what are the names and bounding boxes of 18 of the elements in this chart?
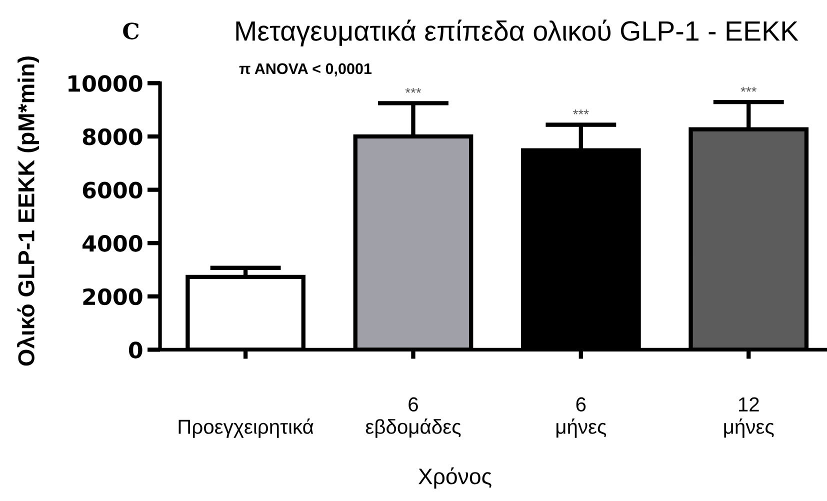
y-tick-label: 6000 [82, 182, 142, 199]
annotation: *** [405, 88, 422, 93]
annotation: *** [573, 110, 589, 114]
x-tick-label: 12 μήνες [724, 397, 774, 438]
text: C [123, 22, 139, 40]
x-tick-label: 6 εβδομάδες [366, 397, 461, 438]
x-tick-label: 6 μήνες [556, 397, 606, 438]
x-axis-title: Χρόνος [418, 467, 492, 489]
y-tick-label: 10000 [68, 75, 142, 92]
y-tick-label: 0 [128, 342, 142, 358]
y-tick-label: 2000 [83, 288, 142, 306]
y-tick-label: 4000 [82, 235, 142, 252]
y-tick-label: 8000 [82, 128, 142, 146]
chart-subtitle: π ANOVA < 0,0001 [239, 63, 372, 76]
y-axis-title: Ολικό GLP-1 ΕΕΚΚ (pM*min) [17, 56, 39, 366]
x-tick-label: Προεγχειρητικά [178, 418, 314, 438]
annotation: *** [740, 86, 757, 92]
chart-title: Μεταγευματικά επίπεδα ολικού GLP-1 - ΕΕΚΚ [236, 20, 798, 46]
